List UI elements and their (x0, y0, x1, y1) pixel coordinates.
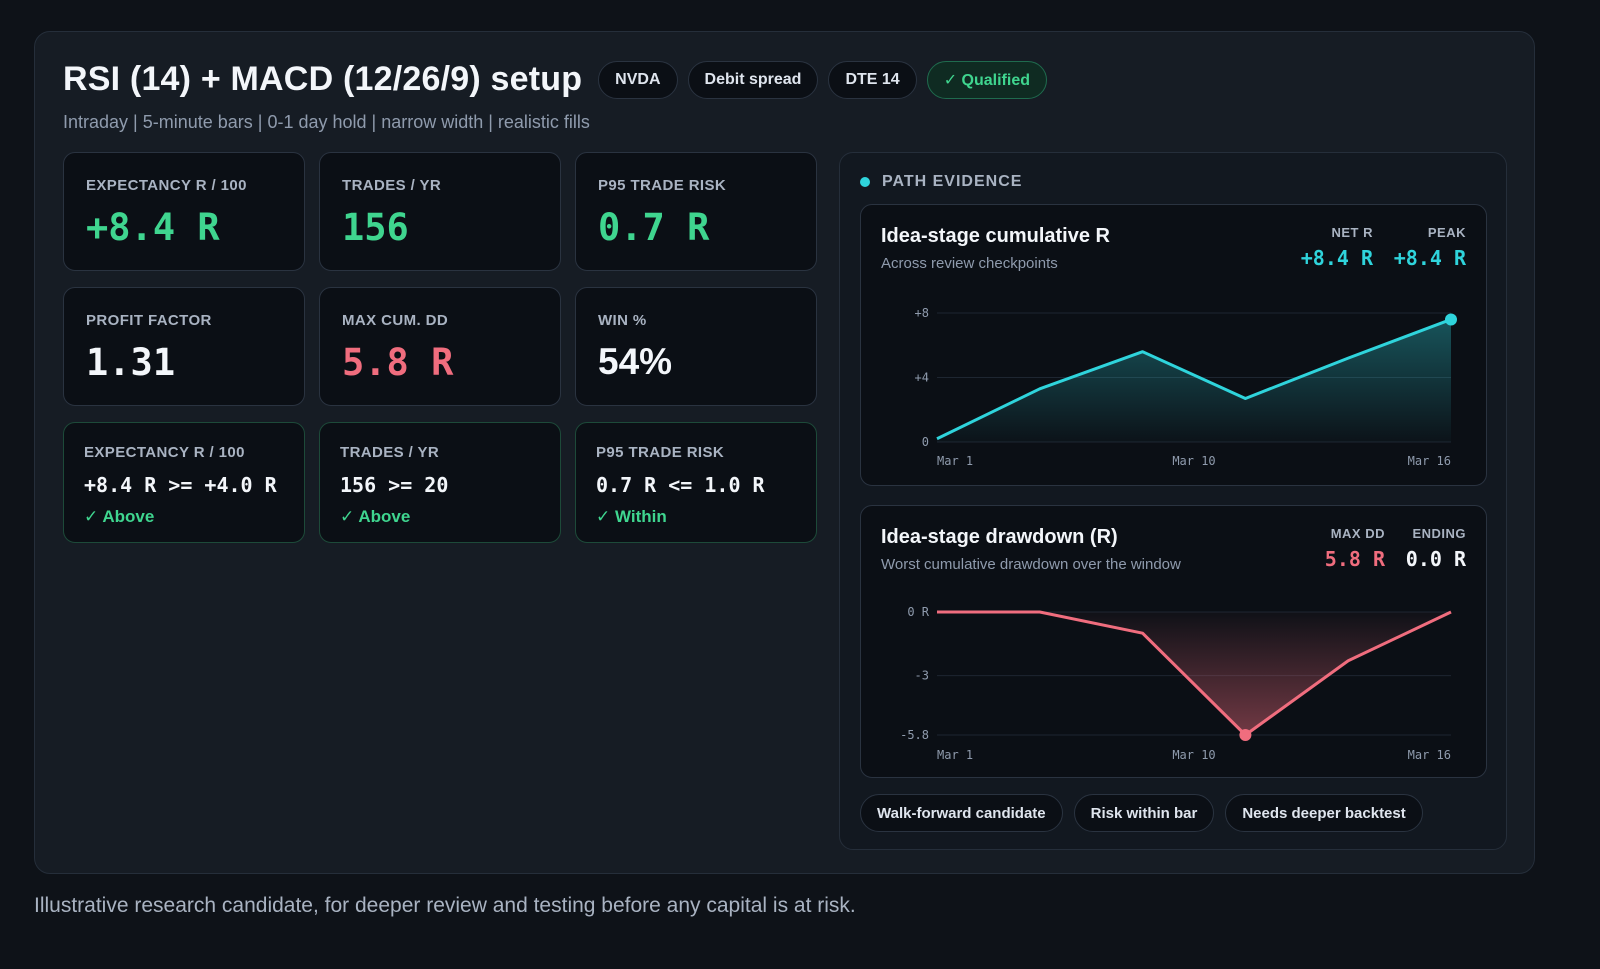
y-tick-label: +8 (915, 306, 929, 320)
chip-walk-forward[interactable]: Walk-forward candidate (860, 794, 1063, 832)
series-area (937, 612, 1451, 735)
y-tick-label: 0 R (907, 605, 929, 619)
check-label: EXPECTANCY R / 100 (84, 444, 245, 461)
metric-p95-risk: P95 TRADE RISK 0.7 R (575, 152, 817, 271)
chart-title: Idea-stage drawdown (R) (881, 526, 1118, 548)
highlight-point (1239, 729, 1252, 741)
peak-stat: PEAK +8.4 R (1394, 225, 1466, 270)
cumulative-r-chart-card: +8 +4 0 Mar 1 Mar 10 Mar 16 Idea-stage cumula… (860, 204, 1487, 486)
strategy-card: RSI (14) + MACD (12/26/9) setup NVDA Deb… (34, 31, 1535, 874)
metric-label: MAX CUM. DD (342, 312, 449, 329)
y-tick-label: -3 (915, 669, 929, 683)
metric-label: P95 TRADE RISK (598, 177, 727, 194)
check-condition: +8.4 R >= +4.0 R (84, 473, 277, 497)
chart-title: Idea-stage cumulative R (881, 225, 1110, 247)
check-trades-per-year: TRADES / YR 156 >= 20 ✓ Above (319, 422, 561, 543)
path-evidence-header: PATH EVIDENCE (860, 173, 1022, 191)
metric-label: TRADES / YR (342, 177, 442, 194)
title-row: RSI (14) + MACD (12/26/9) setup NVDA Deb… (63, 60, 1047, 99)
series-area (937, 319, 1451, 442)
stat-value: 5.8 R (1324, 547, 1385, 571)
series-line (937, 610, 1452, 737)
check-status: ✓ Above (84, 507, 155, 526)
x-tick-label: Mar 10 (1172, 454, 1215, 468)
check-label: TRADES / YR (340, 444, 440, 461)
metrics-grid: EXPECTANCY R / 100 +8.4 R TRADES / YR 15… (63, 152, 817, 543)
metric-trades-per-year: TRADES / YR 156 (319, 152, 561, 271)
metric-value: 156 (342, 206, 409, 249)
metric-value: 54% (598, 341, 673, 382)
evidence-chips: Walk-forward candidate Risk within bar N… (860, 794, 1423, 832)
stat-value: +8.4 R (1393, 246, 1466, 270)
drawdown-chart-card: 0 R -3 -5.8 Mar 1 Mar 10 Mar 16 Idea-stage dr… (860, 505, 1487, 778)
check-label: P95 TRADE RISK (596, 444, 725, 461)
tag-dte[interactable]: DTE 14 (828, 60, 917, 99)
metric-value: 1.31 (86, 341, 176, 384)
stat-value: +8.4 R (1300, 246, 1373, 270)
chart-subtitle: Across review checkpoints (881, 255, 1058, 272)
metric-label: PROFIT FACTOR (86, 312, 212, 329)
status-badge[interactable]: ✓ Qualified (926, 60, 1047, 99)
page-title: RSI (14) + MACD (12/26/9) setup (63, 60, 583, 98)
x-tick-label: Mar 16 (1408, 748, 1451, 762)
cumulative-r-chart: +8 +4 0 Mar 1 Mar 10 Mar 16 (915, 306, 1457, 468)
check-status: ✓ Within (596, 507, 667, 526)
net-r-stat: NET R +8.4 R (1301, 225, 1373, 270)
check-p95-risk: P95 TRADE RISK 0.7 R <= 1.0 R ✓ Within (575, 422, 817, 543)
metric-value: 5.8 R (342, 341, 454, 384)
stat-label: MAX DD (1330, 526, 1385, 541)
stat-label: ENDING (1412, 526, 1466, 541)
footnote: Illustrative research candidate, for dee… (34, 894, 856, 917)
x-tick-label: Mar 16 (1408, 454, 1451, 468)
metric-max-drawdown: MAX CUM. DD 5.8 R (319, 287, 561, 406)
chip-deeper-backtest[interactable]: Needs deeper backtest (1225, 794, 1423, 832)
metric-label: EXPECTANCY R / 100 (86, 177, 247, 194)
metric-expectancy: EXPECTANCY R / 100 +8.4 R (63, 152, 305, 271)
drawdown-chart: 0 R -3 -5.8 Mar 1 Mar 10 Mar 16 (900, 605, 1452, 762)
max-dd-stat: MAX DD 5.8 R (1325, 526, 1385, 571)
y-tick-label: 0 (922, 435, 929, 449)
y-tick-label: -5.8 (900, 728, 929, 742)
y-tick-label: +4 (915, 371, 929, 385)
metric-profit-factor: PROFIT FACTOR 1.31 (63, 287, 305, 406)
check-expectancy: EXPECTANCY R / 100 +8.4 R >= +4.0 R ✓ Ab… (63, 422, 305, 543)
tag-ticker[interactable]: NVDA (598, 60, 678, 99)
series-line (936, 318, 1452, 441)
page-subtitle: Intraday | 5-minute bars | 0-1 day hold … (63, 112, 590, 132)
metric-win-rate: WIN % 54% (575, 287, 817, 406)
check-status: ✓ Above (340, 507, 411, 526)
path-evidence-title: PATH EVIDENCE (882, 173, 1023, 190)
x-tick-label: Mar 1 (937, 748, 973, 762)
metric-value: 0.7 R (598, 206, 710, 249)
check-condition: 156 >= 20 (340, 473, 449, 497)
path-evidence-panel: PATH EVIDENCE +8 +4 0 Mar 1 Mar 10 Mar 16 Ide… (839, 152, 1507, 850)
highlight-point (1445, 313, 1457, 326)
stat-label: PEAK (1427, 225, 1466, 240)
x-tick-label: Mar 1 (937, 454, 973, 468)
x-tick-label: Mar 10 (1172, 748, 1215, 762)
metric-label: WIN % (598, 312, 647, 329)
stat-label: NET R (1331, 225, 1373, 240)
tag-list: NVDA Debit spread DTE 14 ✓ Qualified (598, 60, 1047, 99)
tag-structure[interactable]: Debit spread (687, 60, 819, 99)
chart-subtitle: Worst cumulative drawdown over the windo… (881, 556, 1181, 573)
stat-value: 0.0 R (1405, 547, 1466, 571)
metric-value: +8.4 R (86, 206, 220, 249)
status-dot-icon (860, 177, 870, 187)
chip-risk-within-bar[interactable]: Risk within bar (1073, 794, 1215, 832)
check-condition: 0.7 R <= 1.0 R (596, 473, 765, 497)
ending-stat: ENDING 0.0 R (1406, 526, 1466, 571)
